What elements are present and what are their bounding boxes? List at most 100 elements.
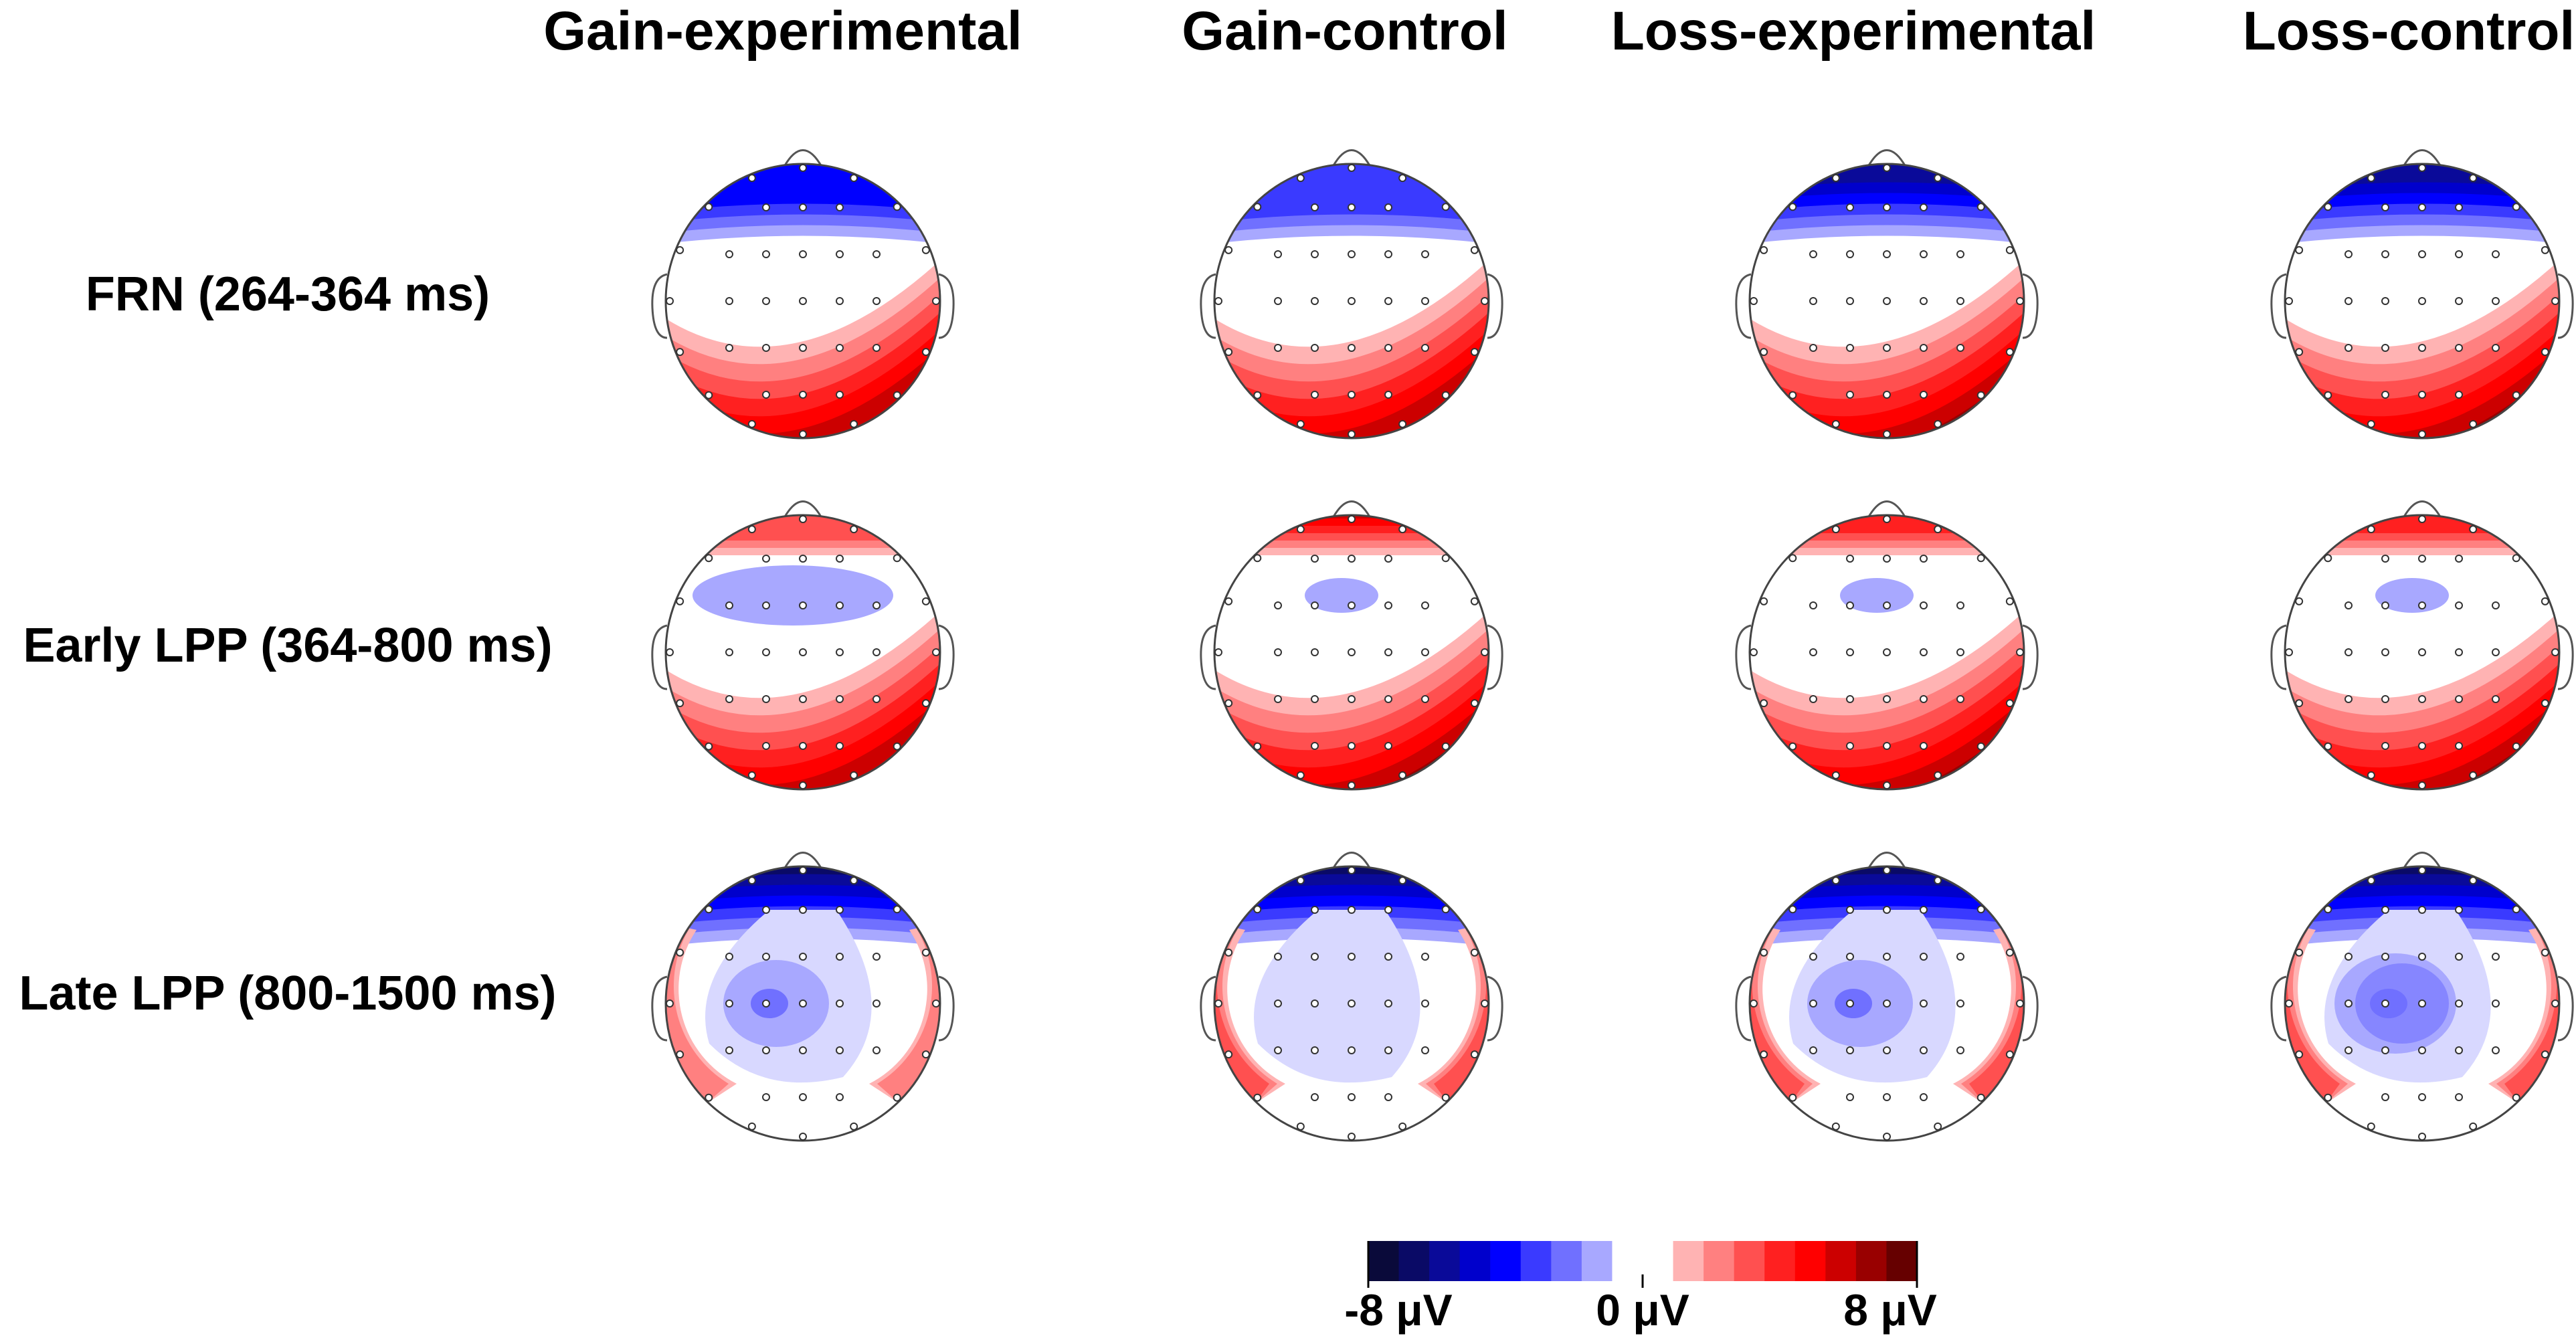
electrode-dot: [1883, 430, 1891, 438]
electrode-dot: [2492, 250, 2500, 258]
electrode-dot: [747, 876, 756, 885]
electrode-dot: [1214, 648, 1222, 656]
electrode-dot: [799, 555, 807, 563]
electrode-dot: [1311, 344, 1319, 352]
electrode-dot: [1311, 1093, 1319, 1101]
electrode-dot: [1421, 999, 1429, 1008]
electrode-dot: [2492, 344, 2500, 352]
electrode-dot: [2344, 250, 2353, 258]
electrode-dot: [1296, 1122, 1305, 1131]
electrode-dot: [2455, 555, 2463, 563]
electrode-dot: [2469, 876, 2478, 885]
electrode-dot: [2381, 742, 2389, 750]
electrode-dot: [1883, 906, 1891, 914]
electrode-dot: [1883, 391, 1891, 399]
electrode-dot: [1311, 250, 1319, 258]
electrode-dot: [1441, 1093, 1450, 1102]
electrode-dot: [2344, 1046, 2353, 1054]
electrode-dot: [2381, 695, 2389, 703]
electrode-dot: [2381, 648, 2389, 656]
topomap-2-3: [2270, 852, 2574, 1142]
electrode-dot: [1296, 525, 1305, 534]
electrode-dot: [799, 344, 807, 352]
electrode-dot: [1348, 953, 1356, 961]
electrode-dot: [1809, 695, 1817, 703]
electrode-dot: [799, 906, 807, 914]
electrode-dot: [893, 905, 901, 914]
electrode-dot: [836, 344, 844, 352]
electrode-dot: [2324, 905, 2332, 914]
electrode-dot: [2541, 246, 2549, 254]
electrode-dot: [1934, 876, 1942, 885]
electrode-dot: [799, 203, 807, 211]
electrode-dot: [1348, 203, 1356, 211]
electrode-dot: [1831, 876, 1840, 885]
electrode-dot: [1788, 554, 1797, 563]
electrode-dot: [1384, 391, 1392, 399]
electrode-dot: [1384, 250, 1392, 258]
electrode-dot: [836, 203, 844, 211]
electrode-dot: [705, 905, 713, 914]
electrode-dot: [836, 742, 844, 750]
electrode-dot: [932, 297, 940, 305]
electrode-dot: [2418, 1093, 2426, 1101]
electrode-dot: [1398, 876, 1407, 885]
electrode-dot: [725, 695, 733, 703]
electrode-dot: [762, 953, 770, 961]
electrode-dot: [1883, 648, 1891, 656]
electrode-dot: [1920, 1093, 1928, 1101]
electrode-dot: [836, 695, 844, 703]
electrode-dot: [762, 1093, 770, 1101]
electrode-dot: [2324, 203, 2332, 211]
electrode-dot: [1788, 742, 1797, 751]
electrode-dot: [676, 348, 684, 357]
electrode-dot: [1846, 1046, 1854, 1054]
electrode-dot: [762, 999, 770, 1008]
electrode-dot: [2005, 597, 2014, 605]
electrode-dot: [2492, 297, 2500, 305]
topomap-1-3: [2270, 500, 2574, 791]
electrode-dot: [2367, 174, 2375, 183]
electrode-dot: [762, 906, 770, 914]
electrode-dot: [762, 203, 770, 211]
electrode-dot: [921, 597, 930, 605]
electrode-dot: [1348, 742, 1356, 750]
electrode-dot: [747, 771, 756, 779]
electrode-dot: [666, 648, 674, 656]
electrode-dot: [1214, 999, 1222, 1008]
electrode-dot: [1760, 1050, 1768, 1059]
colorbar-swatch: [1368, 1241, 1400, 1281]
electrode-dot: [1956, 601, 1964, 609]
electrode-dot: [2285, 999, 2293, 1008]
colorbar-swatch: [1764, 1241, 1796, 1281]
electrode-dot: [2295, 1050, 2304, 1059]
electrode-dot: [1760, 699, 1768, 708]
electrode-dot: [666, 297, 674, 305]
electrode-dot: [2367, 771, 2375, 779]
electrode-dot: [1421, 695, 1429, 703]
electrode-dot: [921, 699, 930, 708]
electrode-dot: [1976, 742, 1985, 751]
electrode-dot: [1421, 1046, 1429, 1054]
electrode-dot: [850, 174, 858, 183]
electrode-dot: [2512, 905, 2520, 914]
electrode-dot: [725, 648, 733, 656]
electrode-dot: [1441, 905, 1450, 914]
electrode-dot: [2418, 742, 2426, 750]
electrode-dot: [1348, 1046, 1356, 1054]
column-title-loss-experimental: Loss-experimental: [1611, 1, 2096, 62]
electrode-dot: [2492, 1046, 2500, 1054]
electrode-dot: [1274, 1046, 1282, 1054]
electrode-dot: [2455, 344, 2463, 352]
electrode-dot: [725, 1046, 733, 1054]
electrode-dot: [2455, 391, 2463, 399]
electrode-dot: [2418, 391, 2426, 399]
electrode-dot: [1384, 695, 1392, 703]
electrode-dot: [1883, 1133, 1891, 1141]
electrode-dot: [1441, 203, 1450, 211]
electrode-dot: [2455, 906, 2463, 914]
electrode-dot: [1348, 430, 1356, 438]
electrode-dot: [2469, 771, 2478, 779]
electrode-dot: [2005, 699, 2014, 708]
colorbar-max-label: 8 μV: [1843, 1285, 1937, 1335]
